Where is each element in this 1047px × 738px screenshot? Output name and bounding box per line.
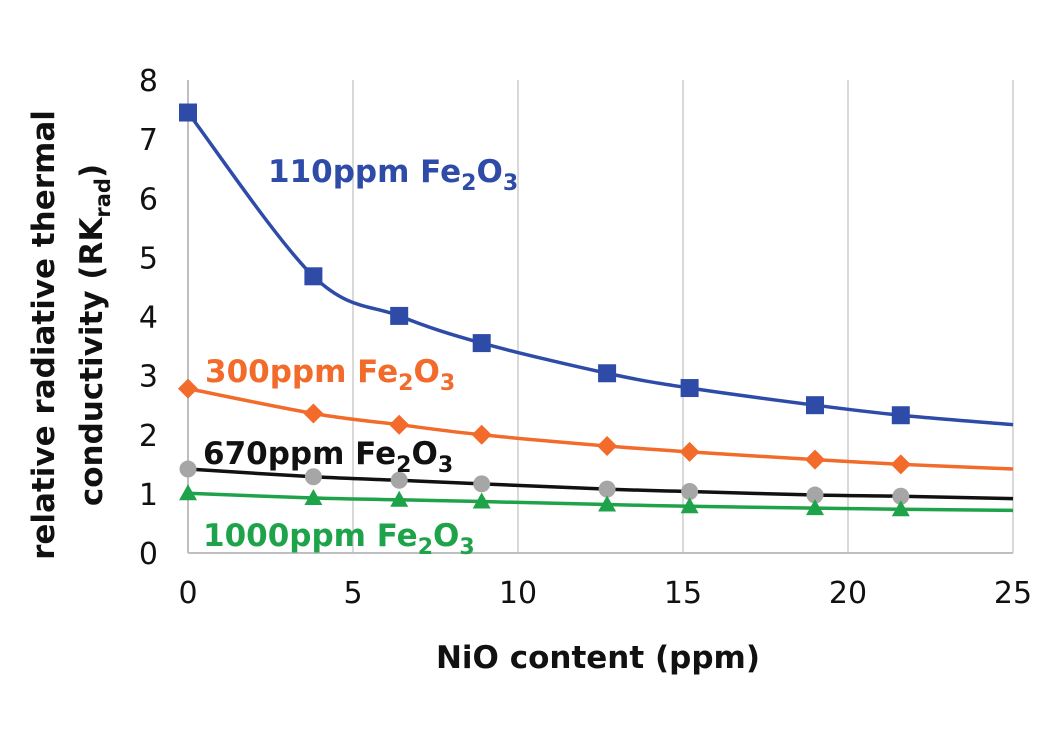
series-label-subscript: 2 <box>418 535 433 560</box>
series-label-text: O <box>411 436 437 472</box>
data-point <box>179 460 197 478</box>
data-point <box>680 379 699 398</box>
series <box>178 103 1014 517</box>
data-point <box>892 487 910 505</box>
y-axis-title: relative radiative thermal conductivity (… <box>26 110 115 560</box>
data-point <box>806 486 824 504</box>
data-point <box>891 500 910 517</box>
y-axis-title-end: ) <box>74 164 110 178</box>
data-point <box>390 471 408 489</box>
series-label-1: 300ppm Fe2O3 <box>205 354 455 396</box>
series-label-2: 670ppm Fe2O3 <box>203 436 453 478</box>
series-label-subscript: 3 <box>440 371 455 396</box>
data-point <box>805 449 825 470</box>
y-tick-label: 1 <box>139 478 158 513</box>
series-1 <box>178 378 1014 475</box>
series-label-text: O <box>476 154 502 190</box>
series-label-subscript: 3 <box>503 171 518 196</box>
x-tick-label: 15 <box>664 576 702 611</box>
data-point <box>389 414 410 435</box>
data-point <box>179 484 197 501</box>
data-point <box>304 468 322 486</box>
data-point <box>179 103 197 122</box>
data-point <box>806 499 824 516</box>
data-point <box>471 424 492 445</box>
series-2 <box>179 460 1014 505</box>
y-tick-label: 3 <box>139 360 158 395</box>
series-label-text: O <box>433 518 459 554</box>
series-label-subscript: 2 <box>461 171 476 196</box>
data-point <box>473 475 491 493</box>
x-tick-label: 25 <box>994 576 1032 611</box>
data-point <box>806 396 824 415</box>
data-point <box>679 441 700 462</box>
x-tick-label: 5 <box>343 576 362 611</box>
y-tick-label: 4 <box>139 301 158 336</box>
gridlines <box>352 80 1014 553</box>
data-point <box>472 492 491 509</box>
data-point <box>891 406 910 425</box>
series-label-text: 110ppm Fe <box>268 154 461 190</box>
data-point <box>598 480 616 498</box>
y-tick-label: 6 <box>139 182 158 217</box>
y-axis-title-subscript: rad <box>91 178 115 218</box>
series-label-subscript: 3 <box>438 453 453 478</box>
data-point <box>597 435 618 456</box>
data-point <box>890 454 911 475</box>
data-point <box>178 378 198 399</box>
data-point <box>303 403 324 424</box>
data-point <box>304 489 323 506</box>
data-point <box>598 364 617 383</box>
series-label-subscript: 2 <box>396 453 411 478</box>
series-label-text: 670ppm Fe <box>203 436 396 472</box>
y-tick-label: 0 <box>139 537 158 572</box>
y-axis-title-line2: conductivity (RK <box>74 217 110 507</box>
data-point <box>304 267 323 286</box>
data-point <box>598 495 617 512</box>
series-label-text: 1000ppm Fe <box>203 518 418 554</box>
series-label-text: 300ppm Fe <box>205 354 398 390</box>
x-tick-label: 0 <box>178 576 197 611</box>
y-tick-label: 5 <box>139 241 158 276</box>
y-axis-title-line1: relative radiative thermal <box>26 110 62 560</box>
series-label-text: O <box>413 354 439 390</box>
series-0 <box>179 103 1014 427</box>
x-axis-title: NiO content (ppm) <box>436 640 760 676</box>
x-tick-label: 10 <box>499 576 537 611</box>
series-label-0: 110ppm Fe2O3 <box>268 154 518 196</box>
data-point <box>681 483 699 501</box>
data-point <box>680 497 699 514</box>
series-label-3: 1000ppm Fe2O3 <box>203 518 475 560</box>
y-tick-label: 8 <box>139 64 158 99</box>
series-label-subscript: 2 <box>398 371 413 396</box>
x-tick-label: 20 <box>829 576 867 611</box>
series-label-subscript: 3 <box>459 535 474 560</box>
y-tick-label: 2 <box>139 419 158 454</box>
y-tick-label: 7 <box>139 123 158 158</box>
tick-labels: 0 5 10 15 20 25 0 1 2 3 4 5 6 7 8 <box>139 64 1032 611</box>
data-point <box>390 490 409 507</box>
data-point <box>472 334 491 353</box>
series-3 <box>179 484 1014 517</box>
data-point <box>390 306 409 325</box>
